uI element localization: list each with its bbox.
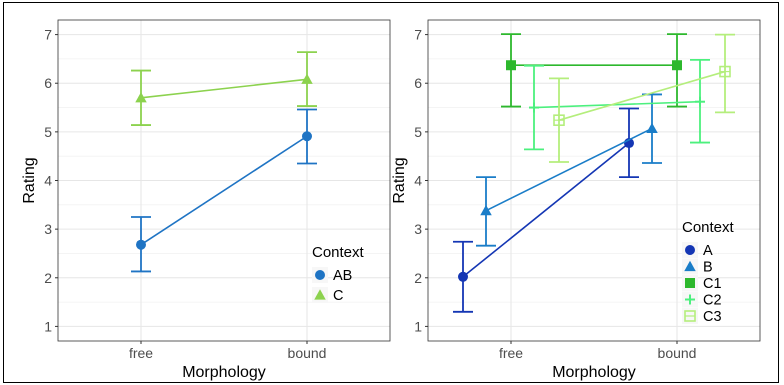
y-tick-label: 5: [44, 124, 52, 140]
series-B: [476, 93, 662, 247]
series-line: [462, 142, 630, 278]
legend-label: C3: [703, 309, 722, 325]
y-tick-label: 1: [414, 318, 422, 334]
series-line: [558, 70, 726, 121]
x-axis-title: Morphology: [552, 364, 636, 381]
legend-key: [685, 278, 695, 288]
legend-key: [685, 245, 695, 255]
x-tick-label: bound: [658, 345, 697, 361]
y-tick-label: 1: [44, 318, 52, 334]
legend-title: Context: [682, 219, 735, 236]
y-tick-label: 7: [414, 27, 422, 43]
series-line: [485, 127, 653, 212]
y-tick-label: 6: [414, 75, 422, 91]
legend-label: C: [333, 288, 343, 304]
series-C3: [549, 33, 735, 163]
y-tick-label: 2: [44, 270, 52, 286]
data-point: [135, 92, 147, 103]
legend-label: C2: [703, 293, 722, 309]
y-tick-label: 2: [414, 270, 422, 286]
legend-label: C1: [703, 276, 722, 292]
y-tick-label: 4: [44, 173, 52, 189]
chart-panel-1: 1 2 3 4 5 6 7 free bound Morphology Rating Context A…: [21, 19, 391, 381]
x-tick-label: bound: [288, 345, 327, 361]
series-AB: [131, 108, 317, 273]
legend-label: AB: [333, 268, 352, 284]
legend-key: [315, 270, 325, 280]
series-line: [140, 78, 308, 99]
x-tick-label: free: [129, 345, 153, 361]
y-tick-label: 3: [44, 221, 52, 237]
y-axis-title: Rating: [391, 157, 408, 203]
x-tick-label: free: [499, 345, 523, 361]
series-C: [131, 51, 317, 126]
data-point: [302, 131, 312, 142]
x-axis-title: Morphology: [182, 364, 266, 381]
y-tick-label: 4: [414, 173, 422, 189]
y-tick-label: 3: [414, 221, 422, 237]
legend-key: [314, 289, 326, 300]
data-point: [480, 204, 492, 216]
data-point: [672, 60, 682, 71]
y-axis-title: Rating: [21, 157, 38, 203]
data-point: [136, 239, 146, 250]
series-C2: [524, 58, 710, 151]
series-line: [140, 135, 308, 246]
data-point: [301, 73, 313, 84]
data-point: [646, 122, 658, 134]
data-point: [506, 60, 516, 71]
legend-key: [684, 260, 696, 272]
data-point: [458, 271, 468, 282]
y-tick-label: 6: [44, 75, 52, 91]
legend-label: A: [703, 243, 713, 259]
legend: Context AB C: [312, 244, 365, 304]
series-line: [533, 100, 701, 109]
y-tick-label: 7: [44, 27, 52, 43]
series-A: [453, 107, 639, 313]
chart-panel-2: 1 2 3 4 5 6 7 free bound Morphology Rating Context A…: [391, 19, 761, 381]
y-tick-label: 5: [414, 124, 422, 140]
legend-title: Context: [312, 244, 365, 261]
legend-label: B: [703, 260, 713, 276]
